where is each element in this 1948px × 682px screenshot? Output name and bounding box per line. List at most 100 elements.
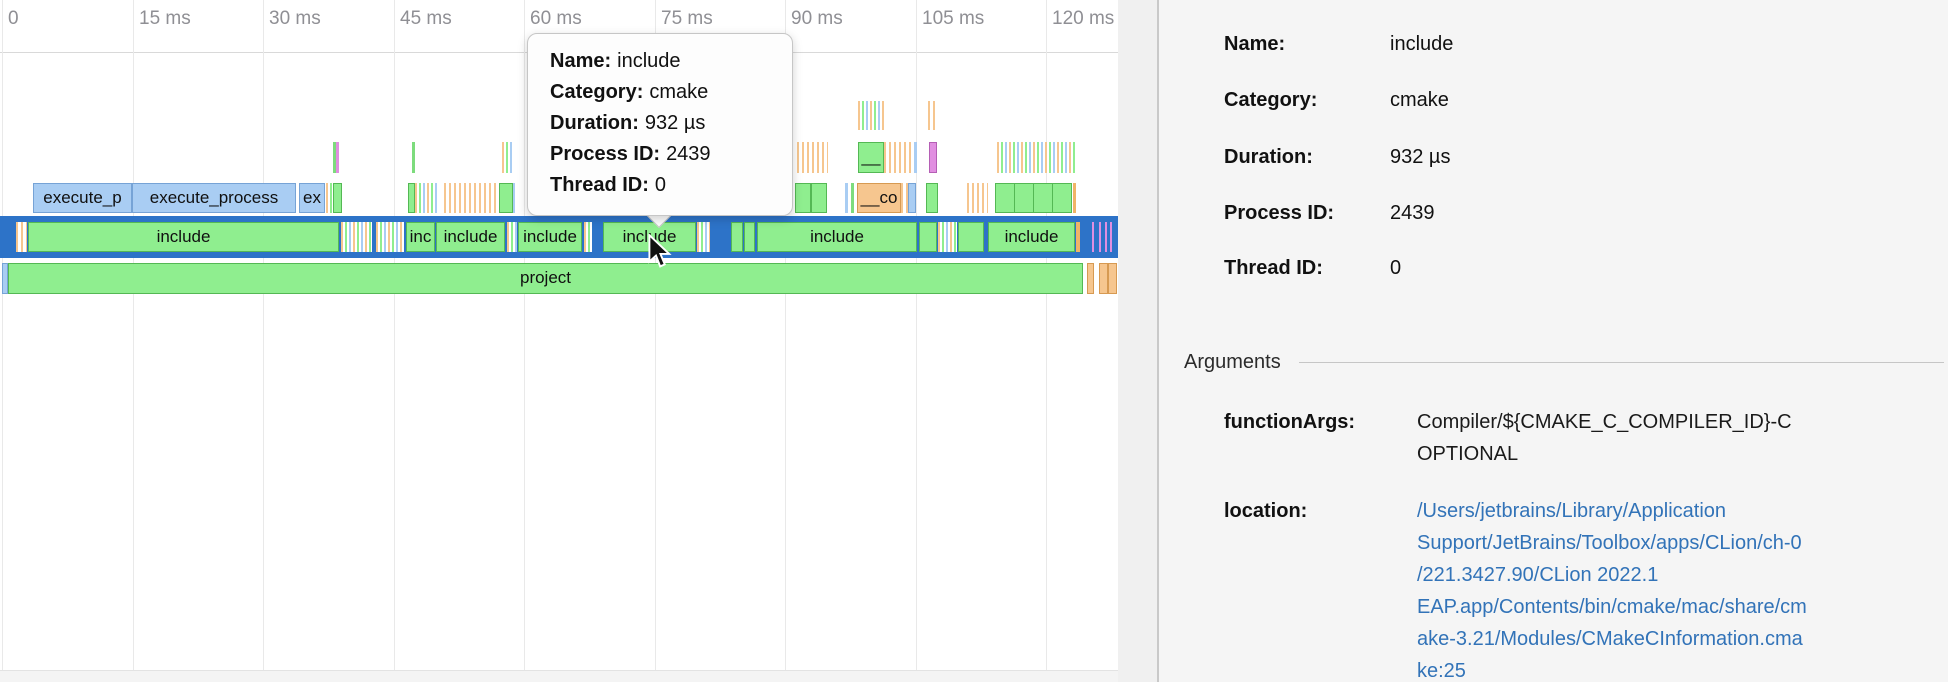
flame-bar-label: project xyxy=(519,268,572,287)
flame-segment[interactable] xyxy=(1099,263,1108,294)
chart-bottom-strip xyxy=(0,670,1118,682)
tick-label: 60 ms xyxy=(530,8,582,29)
arguments-divider xyxy=(1298,362,1944,363)
flame-segment[interactable] xyxy=(938,222,957,252)
flame-segment[interactable] xyxy=(507,222,517,252)
flame-segment[interactable] xyxy=(929,142,937,173)
flame-bar-include[interactable]: include xyxy=(518,222,582,252)
tick-label: 90 ms xyxy=(791,8,843,29)
flame-segment[interactable] xyxy=(908,183,916,213)
flame-segment[interactable] xyxy=(513,183,518,213)
flame-bar-label: inc xyxy=(409,227,432,246)
flame-bar-label: include xyxy=(1004,227,1059,246)
tooltip-category-row: Category: cmake xyxy=(550,81,709,103)
arguments-title: Arguments xyxy=(1184,351,1281,373)
flame-segment[interactable] xyxy=(502,142,513,173)
flame-bar-label: ex xyxy=(303,188,321,207)
flame-segment[interactable] xyxy=(997,142,1075,173)
flame-bar-label: include xyxy=(156,227,211,246)
gridline xyxy=(916,0,917,670)
flame-segment[interactable] xyxy=(1076,222,1080,252)
flame-segment[interactable] xyxy=(811,183,827,213)
flame-segment[interactable] xyxy=(845,183,848,213)
flame-bar-label: execute_p xyxy=(43,188,122,207)
flame-segment[interactable] xyxy=(16,222,27,252)
flame-segment[interactable] xyxy=(376,222,404,252)
flame-segment[interactable] xyxy=(744,222,755,252)
flame-segment[interactable] xyxy=(1110,222,1112,252)
flame-segment[interactable] xyxy=(901,183,908,213)
flame-bar-include[interactable]: include xyxy=(28,222,339,252)
flame-segment[interactable] xyxy=(914,142,917,173)
details-panel: Name: include Category: cmake Duration: 932… xyxy=(1159,0,1948,682)
function-args-value: Compiler/${CMAKE_C_COMPILER_ID}-C OPTION… xyxy=(1417,411,1792,465)
flame-bar-label: include xyxy=(810,227,864,246)
flame-bar-label: __co xyxy=(860,188,898,207)
flame-segment[interactable] xyxy=(1099,222,1101,252)
flame-segment[interactable] xyxy=(499,183,513,213)
flame-segment[interactable] xyxy=(333,183,342,213)
gridline xyxy=(1046,0,1047,670)
flame-segment[interactable] xyxy=(995,183,1072,213)
flame-segment[interactable] xyxy=(412,142,415,173)
location-link[interactable]: /Users/jetbrains/Library/Application Sup… xyxy=(1417,500,1807,682)
flame-segment[interactable] xyxy=(919,222,937,252)
tooltip-duration-row: Duration: 932 µs xyxy=(550,112,706,134)
tick-label: 75 ms xyxy=(661,8,713,29)
flame-segment[interactable] xyxy=(958,222,984,252)
flame-bar-ex[interactable]: ex xyxy=(299,183,325,213)
tick-label: 105 ms xyxy=(922,8,985,29)
flame-segment[interactable] xyxy=(326,183,333,213)
flame-segment[interactable] xyxy=(444,183,500,213)
flame-bar-execute_process[interactable]: execute_process xyxy=(132,183,296,213)
gridline xyxy=(524,0,525,670)
tick-label: 0 xyxy=(8,8,19,29)
flame-segment[interactable] xyxy=(336,142,339,173)
arguments-section-header: Arguments xyxy=(1184,351,1944,374)
flame-segment[interactable] xyxy=(884,142,912,173)
flame-bar-project[interactable]: project xyxy=(8,263,1083,294)
flame-bar-__[interactable]: __ xyxy=(858,142,884,173)
flame-segment[interactable] xyxy=(584,222,592,252)
panel-splitter[interactable] xyxy=(1157,0,1159,682)
gridline xyxy=(394,0,395,670)
flame-segment[interactable] xyxy=(797,142,828,173)
tooltip-name-row: Name: include xyxy=(550,50,681,72)
gridline xyxy=(2,0,3,670)
flame-segment[interactable] xyxy=(795,183,811,213)
flame-segment[interactable] xyxy=(731,222,743,252)
tooltip-process-id-row: Process ID: 2439 xyxy=(550,143,711,165)
flame-bar-label: include xyxy=(443,227,498,246)
flame-segment[interactable] xyxy=(415,183,437,213)
flame-bar-label: include xyxy=(523,227,577,246)
gridline xyxy=(263,0,264,670)
flame-bar-__co[interactable]: __co xyxy=(857,183,901,213)
gridline xyxy=(133,0,134,670)
flame-segment[interactable] xyxy=(697,222,710,252)
flame-segment[interactable] xyxy=(858,101,884,130)
flame-segment[interactable] xyxy=(928,101,938,130)
flame-segment[interactable] xyxy=(1073,183,1076,213)
flame-segment[interactable] xyxy=(851,183,854,213)
flame-segment[interactable] xyxy=(408,183,415,213)
flame-bar-execute_p[interactable]: execute_p xyxy=(33,183,132,213)
flame-segment[interactable] xyxy=(341,222,372,252)
flame-segment[interactable] xyxy=(1108,263,1117,294)
flame-segment[interactable] xyxy=(967,183,988,213)
scrollbar-gutter xyxy=(1118,0,1157,682)
flame-bar-inc[interactable]: inc xyxy=(406,222,435,252)
detail-duration-row: Duration: 932 µs xyxy=(1224,146,1451,168)
flame-segment[interactable] xyxy=(2,263,8,294)
flame-bar-include[interactable]: include xyxy=(988,222,1075,252)
tooltip-thread-id-row: Thread ID: 0 xyxy=(550,174,667,196)
detail-name-row: Name: include xyxy=(1224,33,1454,55)
flame-segment[interactable] xyxy=(1087,263,1094,294)
flame-bar-include[interactable]: include xyxy=(757,222,917,252)
flame-segment[interactable] xyxy=(1092,222,1094,252)
flame-segment[interactable] xyxy=(333,142,336,173)
flame-bar-include[interactable]: include xyxy=(436,222,505,252)
flame-segment[interactable] xyxy=(1105,222,1107,252)
detail-process-id-row: Process ID: 2439 xyxy=(1224,202,1435,224)
flame-bar-label: __ xyxy=(861,147,881,166)
flame-segment[interactable] xyxy=(926,183,938,213)
